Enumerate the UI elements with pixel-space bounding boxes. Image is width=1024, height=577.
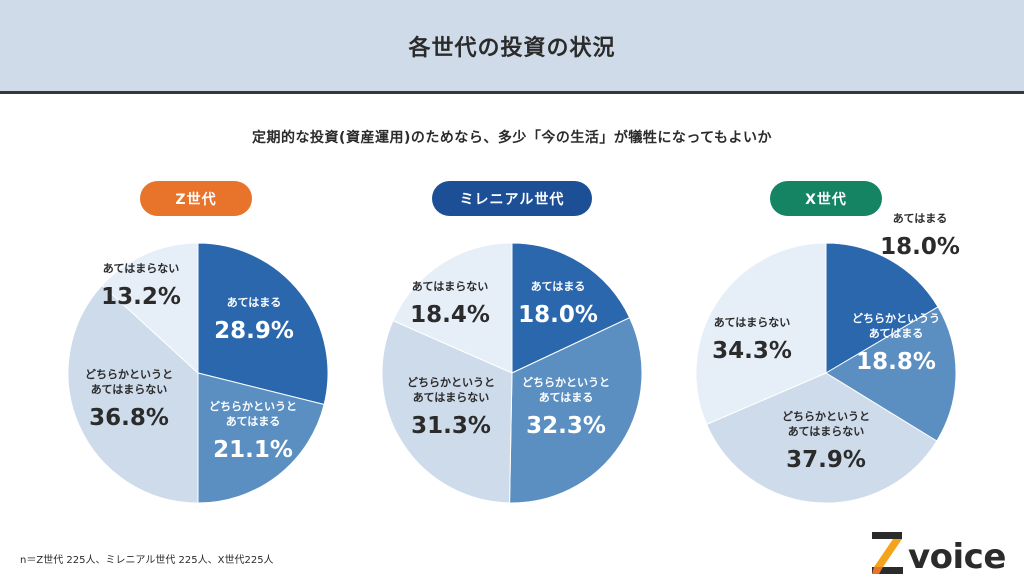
slice-value-label: 18.4% [410,302,490,328]
z-logo-icon [872,532,903,574]
slice-label: あてはまる 18.0% [880,212,960,260]
slice-category-label: あてはまる [227,296,282,309]
slice-category-label: あてはまらない [413,391,490,404]
header-band: 各世代の投資の状況 [0,0,1024,91]
slice-category-label: どちらかというと [209,400,297,413]
slice-value-label: 18.0% [880,234,960,260]
slice-value-label: 18.0% [518,302,598,328]
logo-wordmark: voice [908,537,1006,577]
slice-value-label: 18.8% [856,349,936,375]
slice-category-label: どちらかというと [85,368,173,381]
pie-chart-1 [381,242,643,504]
pie-chart-0 [67,242,329,504]
slice-category-label: あてはまる [531,280,586,293]
slice-value-label: 21.1% [213,437,293,463]
pie-slice [705,372,938,504]
slice-category-label: どちらかというと [407,376,495,389]
pie-chart-2 [695,242,957,504]
slice-value-label: 34.3% [712,338,792,364]
slice-value-label: 37.9% [786,447,866,473]
slice-category-label: あてはまる [226,415,281,428]
slice-category-label: あてはまらない [714,316,791,329]
slice-category-label: あてはまる [869,327,924,340]
pie-slice [67,284,199,504]
slice-category-label: あてはまらない [91,383,168,396]
pie-slice [197,242,329,406]
slice-category-label: あてはまる [893,212,948,225]
pie-slice [695,242,827,426]
slice-category-label: どちらかというう [852,312,940,325]
slice-value-label: 31.3% [411,413,491,439]
slice-category-label: あてはまらない [412,280,489,293]
zvoice-logo: voice [872,530,1006,574]
slice-category-label: あてはまる [539,391,594,404]
slice-value-label: 32.3% [526,413,606,439]
pie-slice [825,242,939,374]
slice-value-label: 28.9% [214,318,294,344]
header-divider [0,91,1024,94]
pie-slice [197,372,325,504]
slice-category-label: あてはまらない [103,262,180,275]
sample-size-footnote: n＝Z世代 225人、ミレニアル世代 225人、X世代225人 [20,555,274,566]
group-pill-z: Z世代 [140,181,252,216]
pie-slice [392,242,513,374]
slice-label: あてはまる 18.0% [518,280,598,328]
slice-category-label: どちらかというと [522,376,610,389]
slice-label: あてはまる 28.9% [214,296,294,344]
pie-slice [511,242,631,374]
pie-slice [101,242,199,375]
slice-label: あてはまらない 13.2% [101,262,181,310]
survey-question: 定期的な投資(資産運用)のためなら、多少「今の生活」が犠牲になってもよいか [252,130,772,146]
pie-slice [381,319,513,504]
slice-category-label: どちらかというと [782,410,870,423]
group-pill-x: X世代 [770,181,882,216]
slice-label: あてはまらない 18.4% [410,280,490,328]
group-pill-millennial: ミレニアル世代 [432,181,592,216]
pie-slice [825,306,957,442]
slice-label: あてはまらない 34.3% [712,316,792,364]
page-title: 各世代の投資の状況 [408,35,616,61]
slice-value-label: 13.2% [101,284,181,310]
slice-value-label: 36.8% [89,405,169,431]
slice-category-label: あてはまらない [788,425,865,438]
pie-slice [509,316,643,504]
